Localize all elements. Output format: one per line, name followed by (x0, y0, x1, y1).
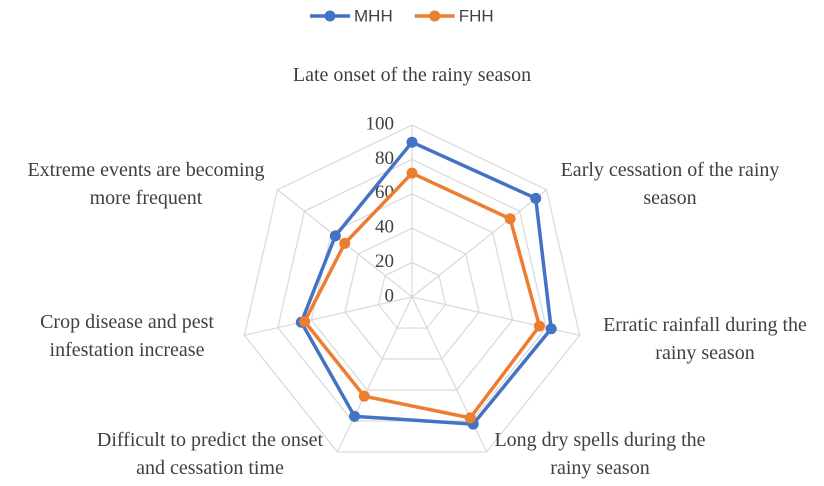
data-point (329, 230, 341, 242)
category-label: Long dry spells during the rainy season (494, 429, 706, 479)
series-line (302, 171, 542, 420)
spoke (244, 296, 413, 336)
data-point (406, 136, 418, 148)
category-label: Erratic rainfall during the rainy season (603, 314, 807, 364)
data-point (533, 320, 545, 332)
data-point (406, 167, 418, 179)
r-tick-label: 20 (375, 251, 394, 272)
data-point (504, 213, 516, 225)
category-label: Difficult to predict the onset and cessa… (96, 429, 324, 479)
r-tick-label: 100 (366, 113, 395, 134)
r-tick-label: 80 (375, 148, 394, 169)
data-point (349, 410, 361, 422)
legend-label: FHH (459, 6, 494, 25)
legend-marker (324, 10, 336, 22)
data-point (530, 192, 542, 204)
grid-ring (243, 124, 581, 453)
category-label: Crop disease and pest infestation increa… (40, 311, 214, 361)
legend-marker (429, 10, 441, 22)
data-point (299, 315, 311, 327)
category-label: Early cessation of the rainy season (560, 159, 780, 209)
data-point (464, 412, 476, 424)
data-point (545, 323, 557, 335)
category-label: Late onset of the rainy season (292, 64, 532, 86)
r-tick-label: 0 (385, 285, 395, 306)
series-line (299, 140, 553, 426)
data-point (339, 237, 351, 249)
legend-label: MHH (354, 6, 393, 25)
grid-ring (344, 227, 480, 360)
grid-ring (310, 193, 514, 391)
spoke (411, 189, 547, 298)
r-tick-label: 40 (375, 217, 394, 238)
spoke (336, 296, 413, 453)
category-label: Extreme events are becoming more frequen… (27, 159, 265, 209)
grid-ring (377, 261, 447, 329)
data-point (358, 390, 370, 402)
